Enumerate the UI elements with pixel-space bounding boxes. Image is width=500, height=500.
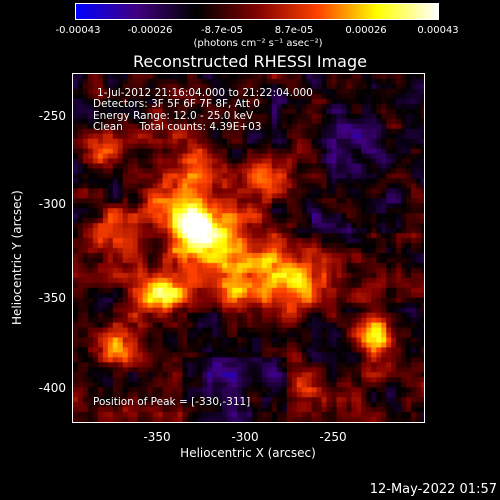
colorbar-tick-label: -0.00026 — [127, 25, 173, 36]
info-total-counts: Clean Total counts: 4.39E+03 — [93, 121, 262, 133]
timestamp: 12-May-2022 01:57 — [369, 482, 497, 497]
y-tick-label: -250 — [38, 109, 66, 123]
y-axis-label: Heliocentric Y (arcsec) — [10, 190, 24, 325]
colorbar-tick-label: 8.7e-05 — [274, 25, 314, 36]
y-tick-label: -400 — [38, 381, 66, 395]
colorbar — [75, 3, 439, 20]
x-tick-label: -350 — [143, 430, 171, 444]
info-time-range: 1-Jul-2012 21:16:04.000 to 21:22:04.000 — [97, 87, 313, 99]
info-detectors: Detectors: 3F 5F 6F 7F 8F, Att 0 — [93, 98, 260, 110]
solar-image-map — [73, 74, 424, 422]
colorbar-unit-label: (photons cm⁻² s⁻¹ asec⁻²) — [193, 38, 323, 49]
info-energy-range: Energy Range: 12.0 - 25.0 keV — [93, 110, 254, 122]
colorbar-tick-label: 0.00043 — [417, 25, 459, 36]
y-tick-label: -300 — [38, 197, 66, 211]
x-axis-label: Heliocentric X (arcsec) — [180, 446, 316, 460]
y-tick-label: -350 — [38, 291, 66, 305]
info-peak-position: Position of Peak = [-330,-311] — [93, 396, 251, 408]
x-tick-label: -300 — [231, 430, 259, 444]
colorbar-tick-label: 0.00026 — [345, 25, 387, 36]
colorbar-tick-label: -8.7e-05 — [201, 25, 243, 36]
colorbar-tick-label: -0.00043 — [55, 25, 101, 36]
plot-title: Reconstructed RHESSI Image — [133, 52, 367, 71]
x-tick-label: -250 — [319, 430, 347, 444]
image-plot — [72, 73, 425, 423]
